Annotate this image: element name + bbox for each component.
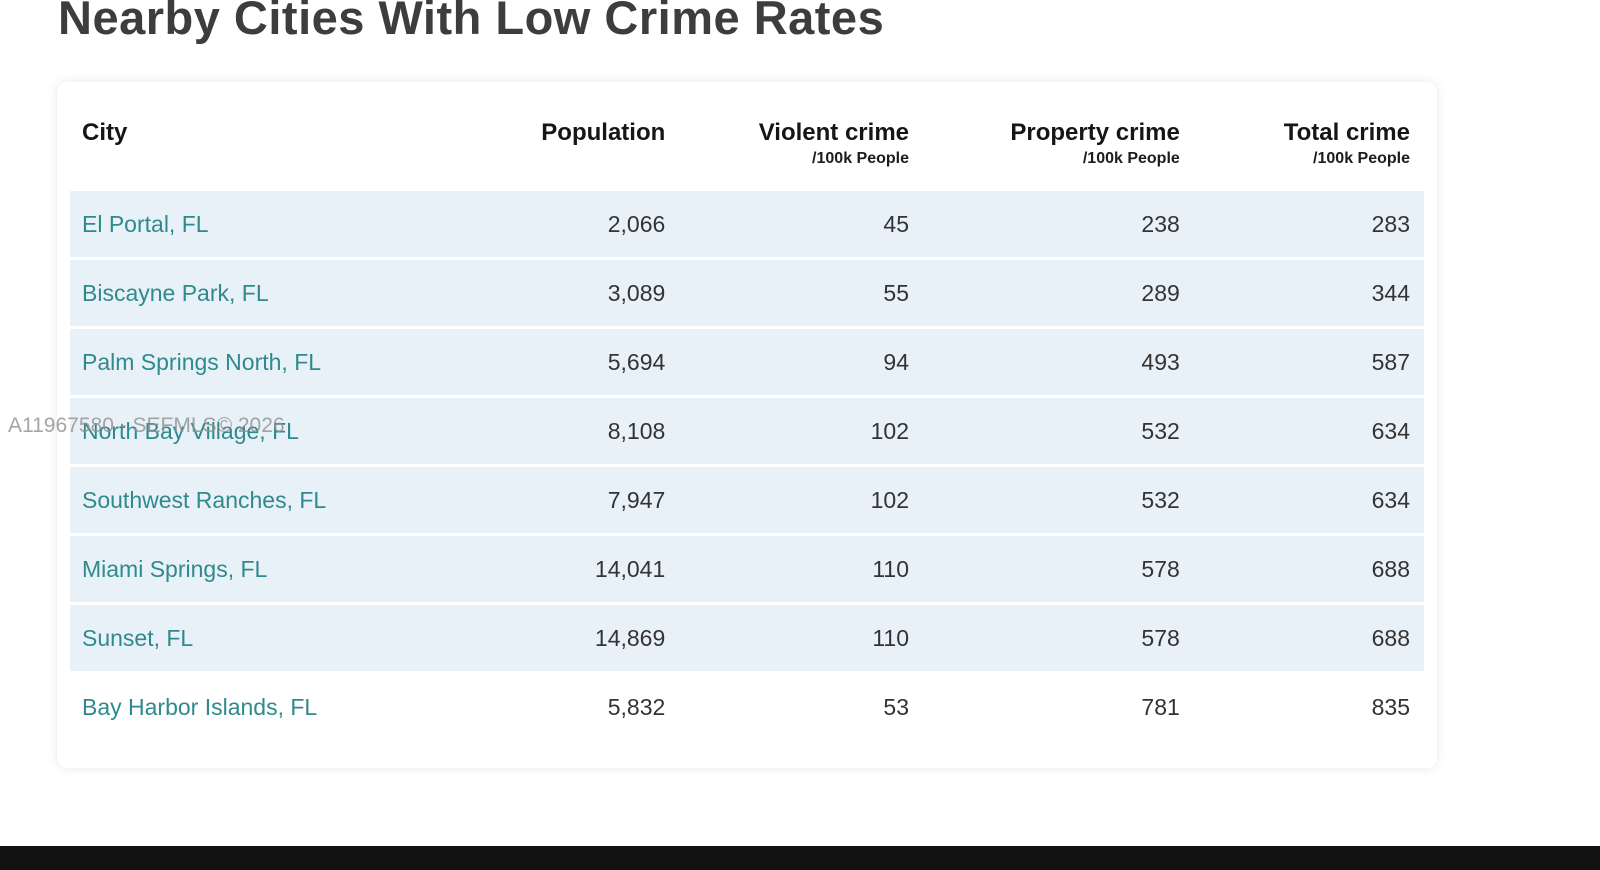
population-cell: 5,694: [449, 329, 680, 396]
property-crime-cell: 532: [923, 398, 1194, 465]
violent-crime-cell: 110: [679, 605, 923, 672]
violent-crime-cell: 110: [679, 536, 923, 603]
city-cell: Southwest Ranches, FL: [70, 467, 450, 534]
population-cell: 7,947: [449, 467, 680, 534]
city-cell: Bay Harbor Islands, FL: [70, 674, 450, 741]
table-row: Southwest Ranches, FL 7,947 102 532 634: [70, 467, 1424, 534]
city-link[interactable]: Sunset, FL: [82, 624, 194, 651]
city-cell: El Portal, FL: [70, 191, 450, 258]
population-cell: 8,108: [449, 398, 680, 465]
city-link[interactable]: Miami Springs, FL: [82, 555, 268, 582]
page-title: Nearby Cities With Low Crime Rates: [58, 0, 885, 44]
population-cell: 2,066: [449, 191, 680, 258]
city-link[interactable]: Bay Harbor Islands, FL: [82, 693, 318, 720]
table-row: Palm Springs North, FL 5,694 94 493 587: [70, 329, 1424, 396]
table-row: North Bay Village, FL 8,108 102 532 634: [70, 398, 1424, 465]
population-cell: 5,832: [449, 674, 680, 741]
property-crime-cell: 578: [923, 536, 1194, 603]
column-header-violent-crime: Violent crime /100k People: [679, 97, 923, 189]
population-cell: 14,041: [449, 536, 680, 603]
population-cell: 14,869: [449, 605, 680, 672]
violent-crime-cell: 45: [679, 191, 923, 258]
city-cell: Palm Springs North, FL: [70, 329, 450, 396]
violent-crime-cell: 102: [679, 398, 923, 465]
city-cell: Biscayne Park, FL: [70, 260, 450, 327]
violent-crime-cell: 55: [679, 260, 923, 327]
column-header-property-crime: Property crime /100k People: [923, 97, 1194, 189]
table-row: Sunset, FL 14,869 110 578 688: [70, 605, 1424, 672]
crime-table: City Population Violent crime /100k Peop…: [70, 94, 1424, 743]
total-crime-cell: 688: [1193, 605, 1424, 672]
population-cell: 3,089: [449, 260, 680, 327]
total-crime-cell: 634: [1193, 398, 1424, 465]
city-link[interactable]: Biscayne Park, FL: [82, 279, 269, 306]
city-link[interactable]: El Portal, FL: [82, 210, 209, 237]
total-crime-cell: 283: [1193, 191, 1424, 258]
table-row: Miami Springs, FL 14,041 110 578 688: [70, 536, 1424, 603]
violent-crime-cell: 53: [679, 674, 923, 741]
column-header-city: City: [70, 97, 450, 189]
city-link[interactable]: Southwest Ranches, FL: [82, 486, 327, 513]
crime-table-card: City Population Violent crime /100k Peop…: [57, 82, 1437, 768]
total-crime-cell: 688: [1193, 536, 1424, 603]
total-crime-cell: 587: [1193, 329, 1424, 396]
property-crime-cell: 578: [923, 605, 1194, 672]
table-header: City Population Violent crime /100k Peop…: [70, 97, 1424, 189]
property-crime-cell: 532: [923, 467, 1194, 534]
column-header-total-crime: Total crime /100k People: [1193, 97, 1424, 189]
column-header-population: Population: [449, 97, 680, 189]
city-link[interactable]: Palm Springs North, FL: [82, 348, 322, 375]
property-crime-cell: 781: [923, 674, 1194, 741]
total-crime-cell: 634: [1193, 467, 1424, 534]
total-crime-cell: 344: [1193, 260, 1424, 327]
violent-crime-cell: 102: [679, 467, 923, 534]
table-body: El Portal, FL 2,066 45 238 283 Biscayne Park,…: [70, 191, 1424, 741]
city-cell: North Bay Village, FL: [70, 398, 450, 465]
table-row: Biscayne Park, FL 3,089 55 289 344: [70, 260, 1424, 327]
total-crime-cell: 835: [1193, 674, 1424, 741]
city-cell: Sunset, FL: [70, 605, 450, 672]
property-crime-cell: 493: [923, 329, 1194, 396]
property-crime-cell: 289: [923, 260, 1194, 327]
violent-crime-cell: 94: [679, 329, 923, 396]
property-crime-cell: 238: [923, 191, 1194, 258]
table-row: Bay Harbor Islands, FL 5,832 53 781 835: [70, 674, 1424, 741]
table-row: El Portal, FL 2,066 45 238 283: [70, 191, 1424, 258]
city-cell: Miami Springs, FL: [70, 536, 450, 603]
bottom-bar: [0, 846, 1600, 870]
city-link[interactable]: North Bay Village, FL: [82, 417, 299, 444]
